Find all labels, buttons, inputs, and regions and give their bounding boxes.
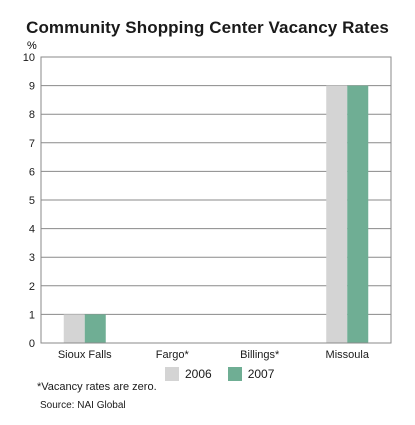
bar-2007-0 [84,314,106,343]
y-tick-label: 2 [29,281,35,293]
y-tick-label: 5 [29,195,35,207]
y-tick-label: 6 [29,166,35,178]
legend-label-2007: 2007 [247,367,275,381]
y-tick-label: 4 [29,224,35,236]
bar-2007-3 [347,85,369,343]
y-tick-label: 10 [23,52,35,64]
legend-label-2006: 2006 [185,367,212,381]
plot-frame [40,56,392,344]
bar-2006-3 [326,85,348,343]
category-label: Missoula [326,349,370,361]
bars [63,85,369,343]
chart-title: Community Shopping Center Vacancy Rates [26,18,389,37]
category-labels: Sioux Falls Fargo* Billings* Missoula [58,349,370,361]
y-tick-labels: 0 1 2 3 4 5 6 7 8 9 10 [23,52,35,350]
category-label: Fargo* [156,349,190,361]
category-label: Billings* [240,349,280,361]
legend-item-2007: 2007 [227,367,275,381]
footnote: *Vacancy rates are zero. [37,381,157,393]
y-tick-label: 1 [29,309,35,321]
category-label: Sioux Falls [58,349,112,361]
legend-item-2006: 2006 [165,367,212,381]
bar-2006-0 [63,314,85,343]
legend: 2006 2007 [165,367,290,381]
legend-swatch-2007 [227,367,242,381]
source-note: Source: NAI Global [40,400,126,411]
y-tick-label: 3 [29,252,35,264]
y-tick-label: 9 [29,81,35,93]
y-tick-label: 0 [29,338,35,350]
legend-swatch-2006 [165,367,179,381]
y-tick-label: 8 [29,109,35,121]
y-axis-label: % [27,40,37,52]
y-tick-label: 7 [29,138,35,150]
